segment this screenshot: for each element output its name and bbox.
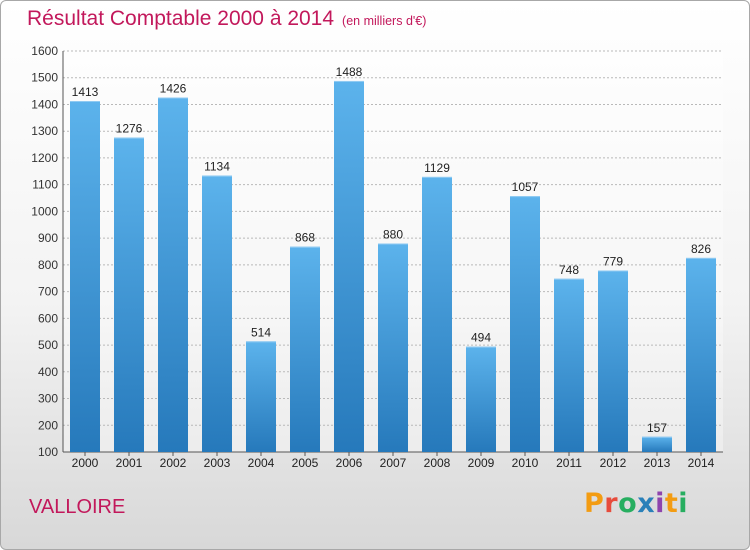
data-label: 1426 <box>160 82 187 96</box>
x-tick-label: 2003 <box>204 456 231 470</box>
bar <box>70 100 100 452</box>
y-tick-label: 1000 <box>31 204 58 218</box>
y-tick-label: 900 <box>38 231 58 245</box>
bar <box>290 246 320 452</box>
y-tick-label: 1500 <box>31 71 58 85</box>
data-label: 1488 <box>336 65 363 79</box>
y-tick-label: 800 <box>38 258 58 272</box>
data-label: 157 <box>647 421 667 435</box>
logo-letter: P <box>584 488 605 519</box>
data-label: 1134 <box>204 160 230 174</box>
y-tick-label: 1200 <box>31 151 58 165</box>
bar <box>246 341 276 452</box>
y-tick-label: 1100 <box>32 178 58 192</box>
chart-title: Résultat Comptable 2000 à 2014 (en millie… <box>27 7 426 31</box>
logo-letter: x <box>637 488 656 519</box>
x-tick-label: 2008 <box>424 456 451 470</box>
data-label: 1129 <box>424 161 450 175</box>
data-label: 494 <box>471 331 491 345</box>
x-tick-label: 2014 <box>688 456 715 470</box>
data-label: 779 <box>603 254 623 268</box>
logo-letter: t <box>664 488 679 519</box>
title-text: Résultat Comptable 2000 à 2014 <box>27 7 335 30</box>
y-tick-label: 400 <box>38 365 58 379</box>
data-label: 1057 <box>512 180 539 194</box>
y-tick-label: 500 <box>38 338 58 352</box>
commune-name: VALLOIRE <box>29 496 126 518</box>
logo-letter: o <box>618 488 638 519</box>
y-tick-label: 700 <box>38 285 58 299</box>
x-tick-label: 2001 <box>116 456 143 470</box>
x-tick-label: 2007 <box>380 456 407 470</box>
data-label: 868 <box>295 231 315 245</box>
x-tick-label: 2011 <box>556 456 582 470</box>
bar <box>554 278 584 452</box>
logo-letter: i <box>655 488 665 519</box>
bar <box>378 243 408 452</box>
x-tick-label: 2000 <box>72 456 99 470</box>
chart-subtitle: (en milliers d'€) <box>342 14 427 28</box>
bar <box>114 137 144 452</box>
bar <box>158 97 188 453</box>
y-tick-label: 600 <box>38 311 58 325</box>
bar <box>510 196 540 452</box>
y-tick-label: 1300 <box>31 124 58 138</box>
x-tick-label: 2004 <box>248 456 275 470</box>
x-tick-label: 2002 <box>160 456 187 470</box>
y-tick-label: 200 <box>38 418 58 432</box>
x-tick-label: 2013 <box>644 456 671 470</box>
bar <box>466 346 496 452</box>
bar <box>202 175 232 452</box>
logo-letter: r <box>604 488 619 519</box>
x-tick-label: 2006 <box>336 456 363 470</box>
data-label: 748 <box>559 263 579 277</box>
x-tick-label: 2009 <box>468 456 495 470</box>
bar <box>422 176 452 452</box>
y-tick-label: 1400 <box>31 97 58 111</box>
bar <box>642 436 672 452</box>
data-label: 880 <box>383 227 403 241</box>
y-tick-label: 1600 <box>31 44 58 58</box>
x-tick-label: 2012 <box>600 456 627 470</box>
y-tick-label: 100 <box>38 445 58 459</box>
proxiti-logo[interactable]: Proxiti <box>584 488 688 519</box>
y-tick-label: 300 <box>38 392 58 406</box>
data-label: 826 <box>691 242 711 256</box>
x-tick-label: 2010 <box>512 456 539 470</box>
bar <box>334 80 364 452</box>
x-tick-label: 2005 <box>292 456 319 470</box>
bar <box>598 270 628 452</box>
data-label: 1276 <box>116 122 143 136</box>
data-label: 1413 <box>72 85 99 99</box>
bar <box>686 257 716 452</box>
data-label: 514 <box>251 325 271 339</box>
logo-letter: i <box>678 488 689 519</box>
